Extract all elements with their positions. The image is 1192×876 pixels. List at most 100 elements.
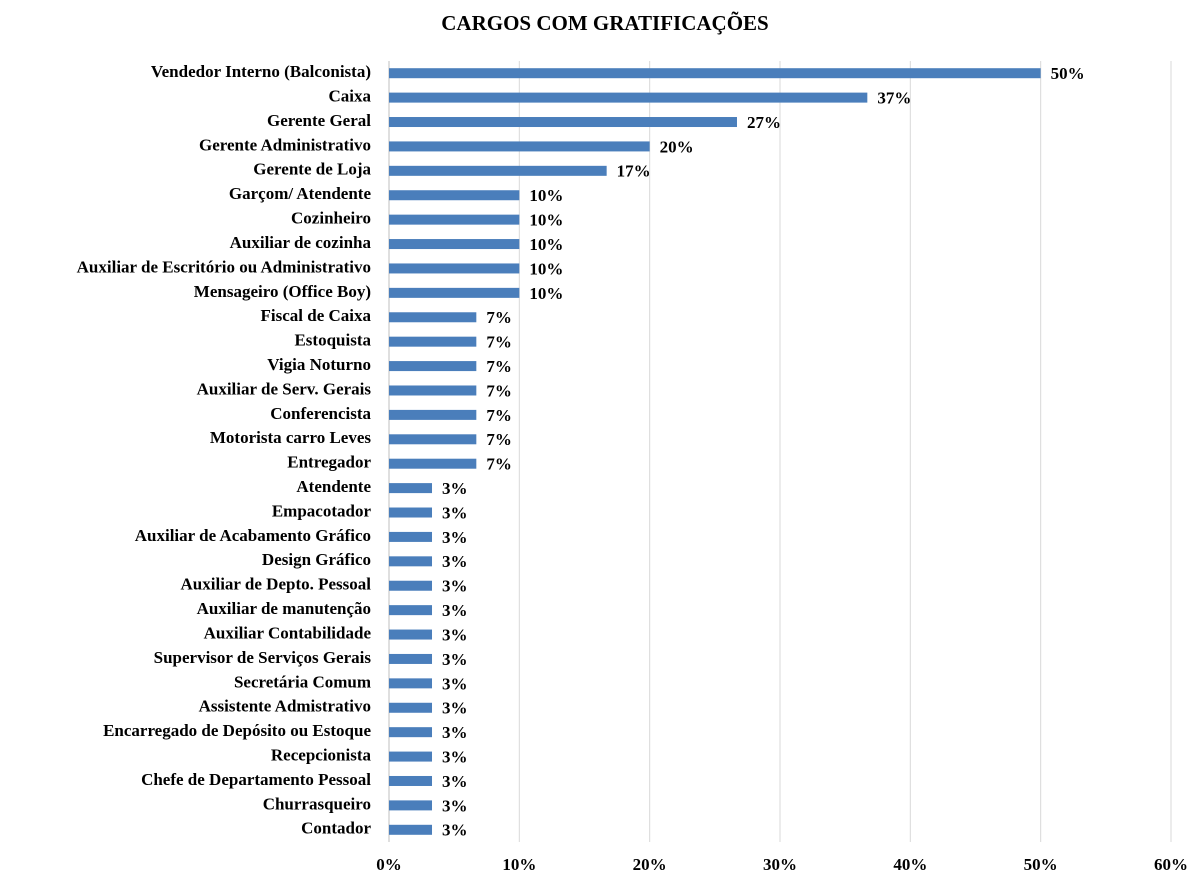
data-label: 3% xyxy=(442,723,468,742)
y-tick-label: Fiscal de Caixa xyxy=(261,306,372,325)
data-label: 7% xyxy=(486,430,512,449)
bar xyxy=(389,580,433,591)
data-label: 3% xyxy=(442,552,468,571)
y-tick-label: Churrasqueiro xyxy=(263,794,371,813)
bar xyxy=(389,824,433,835)
data-label: 3% xyxy=(442,479,468,498)
bar xyxy=(389,507,433,518)
data-label: 3% xyxy=(442,650,468,669)
data-label: 3% xyxy=(442,772,468,791)
data-label: 3% xyxy=(442,796,468,815)
y-tick-label: Caixa xyxy=(329,87,372,106)
y-tick-label: Auxiliar de Depto. Pessoal xyxy=(181,575,372,594)
data-label: 10% xyxy=(529,186,563,205)
data-label: 20% xyxy=(660,137,694,156)
y-tick-label: Mensageiro (Office Boy) xyxy=(194,282,371,301)
bar xyxy=(389,239,520,250)
y-tick-label: Gerente Geral xyxy=(267,111,371,130)
bar xyxy=(389,336,477,347)
data-label: 3% xyxy=(442,821,468,840)
y-tick-label: Auxiliar de manutenção xyxy=(197,599,371,618)
x-tick-label: 60% xyxy=(1154,855,1188,874)
bar xyxy=(389,702,433,713)
bar xyxy=(389,141,650,152)
data-label: 10% xyxy=(529,259,563,278)
y-tick-label: Cozinheiro xyxy=(291,209,371,228)
bar xyxy=(389,409,477,420)
data-label: 3% xyxy=(442,625,468,644)
y-tick-label: Auxiliar de Acabamento Gráfico xyxy=(135,526,371,545)
data-label: 50% xyxy=(1051,64,1085,83)
y-tick-label: Secretária Comum xyxy=(234,672,371,691)
y-tick-label: Conferencista xyxy=(270,404,371,423)
x-tick-label: 10% xyxy=(502,855,536,874)
bar xyxy=(389,68,1041,79)
bar xyxy=(389,727,433,738)
x-tick-label: 30% xyxy=(763,855,797,874)
data-label: 3% xyxy=(442,699,468,718)
data-label: 7% xyxy=(486,333,512,352)
bar xyxy=(389,653,433,664)
data-label: 3% xyxy=(442,577,468,596)
y-tick-label: Supervisor de Serviços Gerais xyxy=(154,648,372,667)
bar xyxy=(389,190,520,201)
bar xyxy=(389,214,520,225)
y-tick-label: Gerente Administrativo xyxy=(199,135,371,154)
bar xyxy=(389,556,433,567)
x-tick-label: 40% xyxy=(893,855,927,874)
bar xyxy=(389,385,477,396)
y-tick-label: Vendedor Interno (Balconista) xyxy=(151,62,371,81)
bar xyxy=(389,287,520,298)
data-label: 3% xyxy=(442,601,468,620)
data-label: 7% xyxy=(486,381,512,400)
y-tick-label: Design Gráfico xyxy=(262,550,371,569)
bar xyxy=(389,263,520,274)
y-tick-label: Auxiliar de Escritório ou Administrativo xyxy=(77,257,371,276)
bar xyxy=(389,92,868,103)
bar xyxy=(389,678,433,689)
y-tick-label: Encarregado de Depósito ou Estoque xyxy=(103,721,371,740)
data-label: 17% xyxy=(617,162,651,181)
chart-title: CARGOS COM GRATIFICAÇÕES xyxy=(441,11,768,35)
x-tick-label: 20% xyxy=(633,855,667,874)
data-label: 7% xyxy=(486,455,512,474)
y-tick-label: Empacotador xyxy=(272,501,372,520)
bar xyxy=(389,483,433,494)
y-tick-label: Contador xyxy=(301,819,371,838)
y-tick-label: Entregador xyxy=(287,453,371,472)
y-tick-label: Auxiliar Contabilidade xyxy=(204,623,372,642)
data-label: 3% xyxy=(442,503,468,522)
bar xyxy=(389,312,477,323)
y-tick-label: Auxiliar de cozinha xyxy=(230,233,372,252)
bar xyxy=(389,775,433,786)
data-label: 3% xyxy=(442,747,468,766)
bar xyxy=(389,434,477,445)
y-tick-label: Garçom/ Atendente xyxy=(229,184,372,203)
data-label: 10% xyxy=(529,235,563,254)
bar xyxy=(389,361,477,372)
bar xyxy=(389,629,433,640)
data-label: 3% xyxy=(442,528,468,547)
bar xyxy=(389,751,433,762)
bar xyxy=(389,800,433,811)
data-label: 10% xyxy=(529,211,563,230)
y-tick-label: Recepcionista xyxy=(271,745,372,764)
bar xyxy=(389,117,737,128)
y-tick-label: Auxiliar de Serv. Gerais xyxy=(197,379,372,398)
data-label: 27% xyxy=(747,113,781,132)
y-tick-label: Assistente Admistrativo xyxy=(199,697,371,716)
y-tick-label: Chefe de Departamento Pessoal xyxy=(141,770,371,789)
y-tick-label: Motorista carro Leves xyxy=(210,428,372,447)
y-tick-label: Gerente de Loja xyxy=(253,160,371,179)
data-label: 3% xyxy=(442,674,468,693)
bar xyxy=(389,531,433,542)
x-tick-label: 0% xyxy=(376,855,402,874)
data-label: 10% xyxy=(529,284,563,303)
y-tick-label: Estoquista xyxy=(294,331,371,350)
bar xyxy=(389,165,607,176)
bar xyxy=(389,605,433,616)
bar xyxy=(389,458,477,469)
data-label: 7% xyxy=(486,308,512,327)
data-label: 37% xyxy=(877,89,911,108)
